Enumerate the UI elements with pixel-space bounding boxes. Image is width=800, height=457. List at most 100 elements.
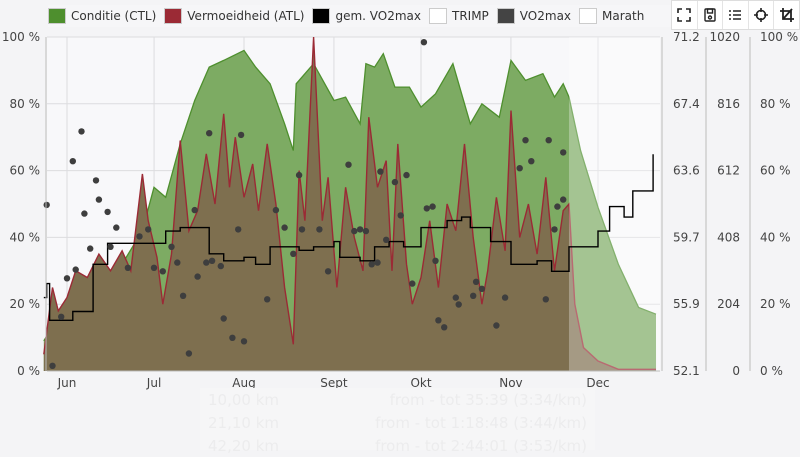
vo2max-axis-tick: 71.2 [673, 30, 700, 44]
legend-item-trimp[interactable]: TRIMP [429, 8, 489, 24]
time: 1:18:48 [450, 414, 509, 432]
time: 35:39 [465, 391, 509, 409]
series-list-button[interactable] [723, 1, 749, 29]
fullscreen-button[interactable] [672, 1, 698, 29]
table-row: 21,10 km from - tot 1:18:48 (3:44/km) [200, 411, 595, 434]
forecast-shade [568, 37, 660, 371]
vo2max-point [290, 250, 297, 257]
right-axis-tick: 40 % [760, 230, 791, 244]
legend-label: VO2max [519, 9, 572, 23]
vo2max-point [174, 259, 181, 266]
vo2max-point [409, 280, 416, 287]
distance: 42,20 km [208, 437, 280, 455]
vo2max-point [63, 275, 71, 282]
legend-swatch [579, 8, 598, 24]
vo2max-point [191, 206, 198, 214]
vo2max-point [554, 203, 561, 210]
x-axis-tick: Dec [586, 376, 609, 390]
vo2max-point [237, 131, 245, 139]
left-axis-tick: 0 % [17, 364, 40, 378]
vo2max-point [295, 171, 303, 179]
vo2max-point [69, 158, 77, 165]
vo2max-point [136, 233, 143, 240]
vo2max-point [104, 208, 111, 216]
vo2max-point [403, 171, 410, 179]
vo2max-point [272, 206, 280, 214]
right-axis-tick: 100 % [760, 30, 798, 44]
vo2max-point [235, 226, 242, 233]
avg-vo2max-line [43, 154, 654, 321]
fullscreen-icon [677, 8, 692, 22]
vo2max-point [429, 203, 436, 210]
legend-item-atl[interactable]: Vermoeidheid (ATL) [164, 8, 304, 24]
vo2max-point [298, 226, 306, 233]
crop-icon [779, 8, 794, 22]
vo2max-point [113, 224, 120, 231]
vo2max-point [159, 268, 166, 275]
vo2max-point [391, 178, 399, 186]
x-axis-tick: Sept [320, 376, 348, 390]
vo2max-point [229, 334, 236, 341]
vo2max-axis-tick: 59.7 [673, 230, 700, 244]
left-axis-tick: 60 % [10, 164, 41, 178]
left-axis-tick: 80 % [10, 97, 41, 111]
legend-item-avg-vo2max[interactable]: gem. VO2max [312, 8, 421, 24]
vo2max-point [324, 268, 332, 275]
trimp-axis-tick: 0 [732, 364, 740, 378]
crop-button[interactable] [774, 1, 799, 29]
vo2max-point [168, 243, 175, 250]
legend-item-ctl[interactable]: Conditie (CTL) [48, 8, 156, 24]
vo2max-point [208, 257, 216, 264]
vo2max-point [542, 296, 549, 303]
vo2max-point [316, 226, 323, 233]
legend-swatch [48, 8, 66, 24]
range-label: from - tot [375, 437, 446, 455]
vo2max-point [522, 137, 529, 144]
legend-swatch [496, 8, 515, 24]
legend-item-marathon[interactable]: Marath [579, 8, 644, 24]
vo2max-point [43, 201, 50, 209]
vo2max-point [58, 313, 65, 320]
x-axis-tick: Jun [57, 376, 77, 390]
vo2max-point [516, 165, 523, 172]
pace: (3:34/km) [513, 391, 587, 409]
vo2max-point [78, 128, 85, 135]
prediction: from - tot 1:18:48 (3:44/km) [375, 414, 587, 432]
prediction: from - tot 2:44:01 (3:53/km) [375, 437, 587, 455]
axes: 0 % 20 % 40 % 60 % 80 % 100 % 52.1 55.9 59.7 63.6… [2, 30, 798, 390]
legend-label: gem. VO2max [335, 9, 421, 23]
vo2max-point [478, 285, 486, 292]
vo2max-point [81, 210, 88, 217]
distance: 21,10 km [208, 414, 280, 432]
areas [43, 36, 657, 372]
vo2max-point [423, 205, 430, 212]
vo2max-point [203, 259, 210, 266]
legend-swatch [429, 8, 447, 24]
trimp-axis-tick: 816 [717, 97, 740, 111]
save-button[interactable] [698, 1, 724, 29]
left-axis-tick: 20 % [10, 297, 41, 311]
trimp-axis-tick: 408 [717, 230, 740, 244]
vo2max-point [441, 324, 448, 331]
crosshair-button[interactable] [749, 1, 775, 29]
vo2max-point [95, 196, 103, 203]
vo2max-point [528, 158, 535, 165]
trimp-axis-tick: 612 [717, 164, 740, 178]
x-axis-tick: Aug [232, 376, 255, 390]
vo2max-point [281, 224, 288, 231]
legend-item-vo2max[interactable]: VO2max [496, 8, 572, 24]
x-axis-tick: Nov [499, 376, 522, 390]
vo2max-point [397, 212, 404, 219]
legend: Conditie (CTL) Vermoeidheid (ATL) gem. V… [48, 5, 688, 27]
vo2max-point [107, 243, 114, 250]
distance: 10,00 km [208, 391, 280, 409]
vo2max-point [264, 296, 271, 303]
vo2max-point [420, 39, 428, 46]
legend-swatch [164, 8, 183, 24]
trimp-axis-tick: 204 [717, 297, 740, 311]
save-icon [704, 8, 716, 22]
vo2max-point [194, 273, 201, 280]
atl-line [43, 36, 656, 370]
vo2max-point [472, 278, 480, 285]
